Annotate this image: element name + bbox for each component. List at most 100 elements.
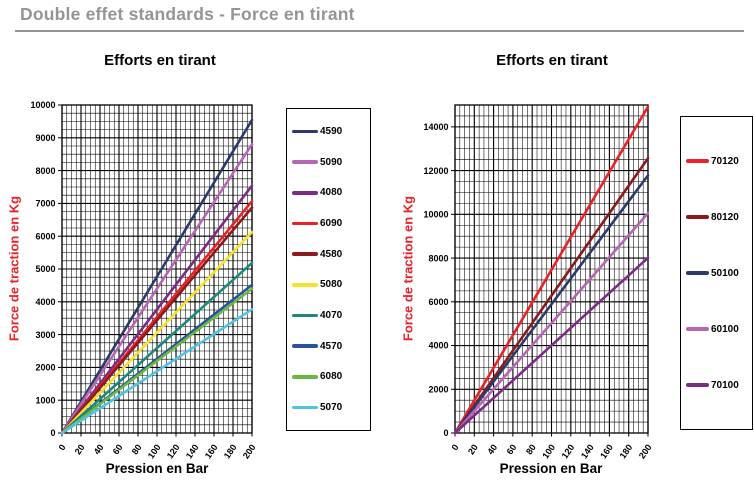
legend-item-4080: 4080: [287, 187, 370, 198]
svg-text:6000: 6000: [428, 297, 448, 307]
series-line-4070: [60, 261, 254, 435]
title-divider: [15, 30, 744, 32]
legend-item-5090: 5090: [287, 157, 370, 168]
svg-text:40: 40: [92, 442, 106, 456]
legend-item-60100: 60100: [681, 324, 752, 335]
legend-item-4580: 4580: [287, 249, 370, 260]
svg-text:2000: 2000: [428, 384, 448, 394]
left-chart-title: Efforts en tirant: [104, 52, 216, 69]
legend-item-4570: 4570: [287, 341, 370, 352]
svg-text:120: 120: [560, 442, 577, 460]
series-line-4580: [60, 206, 254, 435]
legend-item-70100: 70100: [681, 380, 752, 391]
legend-swatch-4080: [292, 190, 318, 195]
legend-swatch-6080: [292, 375, 318, 379]
right-chart-plot: 0 2000 4000 6000 8000 10000 12000 14000 0 20 40 60 8…: [423, 104, 654, 460]
left-chart-legend: 4590 5090 4080 6090 4580 5080 4070 4570 6080 5070: [286, 108, 371, 431]
legend-swatch-4070: [292, 313, 318, 318]
series-line-6080: [60, 287, 254, 435]
svg-text:100: 100: [540, 442, 557, 460]
svg-text:140: 140: [579, 442, 596, 460]
legend-label: 5080: [320, 279, 343, 291]
x-tick-labels: 0 20 40 60 80 100 120 140 160 180 200: [57, 442, 258, 460]
series-line-5080: [60, 230, 254, 435]
legend-item-80120: 80120: [681, 212, 752, 223]
right-chart-x-axis-label: Pression en Bar: [499, 461, 603, 476]
legend-label: 80120: [711, 211, 739, 223]
series-line-70100: [453, 256, 650, 435]
legend-item-70120: 70120: [681, 156, 752, 167]
series-line-4590: [60, 118, 254, 435]
svg-text:8000: 8000: [35, 166, 55, 176]
legend-label: 4580: [320, 248, 343, 260]
svg-text:7000: 7000: [35, 199, 55, 209]
series-line-5090: [60, 143, 254, 435]
svg-text:5000: 5000: [35, 264, 55, 274]
legend-swatch-4570: [292, 344, 318, 348]
svg-text:80: 80: [524, 442, 538, 456]
legend-swatch-6090: [292, 221, 318, 226]
legend-label: 5070: [320, 402, 343, 414]
right-chart-title: Efforts en tirant: [496, 52, 608, 69]
svg-text:12000: 12000: [423, 166, 448, 176]
legend-item-5070: 5070: [287, 402, 370, 413]
svg-text:0: 0: [450, 442, 461, 452]
svg-text:200: 200: [637, 442, 654, 460]
legend-swatch-4580: [292, 252, 318, 256]
svg-text:4000: 4000: [428, 341, 448, 351]
legend-item-6090: 6090: [287, 218, 370, 229]
legend-item-4590: 4590: [287, 126, 370, 137]
legend-swatch-50100: [686, 271, 709, 275]
legend-item-50100: 50100: [681, 268, 752, 279]
left-chart-x-axis-label: Pression en Bar: [105, 461, 209, 476]
right-chart-legend: 70120 80120 50100 60100 70100: [680, 116, 753, 430]
svg-text:10000: 10000: [30, 100, 55, 110]
svg-text:20: 20: [73, 442, 87, 456]
svg-text:20: 20: [466, 442, 480, 456]
series-line-70120: [453, 105, 650, 435]
svg-text:0: 0: [57, 442, 68, 452]
svg-text:10000: 10000: [423, 210, 448, 220]
legend-label: 70120: [711, 155, 739, 167]
y-tick-labels: 0 1000 2000 3000 4000 5000 6000 7000 8000 9000 100…: [30, 100, 55, 438]
legend-item-4070: 4070: [287, 310, 370, 321]
series-line-5070: [60, 308, 254, 435]
svg-text:4000: 4000: [35, 297, 55, 307]
svg-text:40: 40: [485, 442, 499, 456]
svg-text:8000: 8000: [428, 253, 448, 263]
legend-label: 4590: [320, 125, 343, 137]
svg-text:60: 60: [505, 442, 519, 456]
svg-text:2000: 2000: [35, 363, 55, 373]
svg-text:60: 60: [111, 442, 125, 456]
svg-text:3000: 3000: [35, 330, 55, 340]
svg-text:0: 0: [50, 428, 55, 438]
legend-label: 50100: [711, 267, 739, 279]
legend-label: 4570: [320, 340, 343, 352]
legend-label: 6080: [320, 371, 343, 383]
y-tick-labels: 0 2000 4000 6000 8000 10000 12000 14000: [423, 122, 448, 438]
svg-text:140: 140: [184, 442, 201, 460]
svg-text:160: 160: [598, 442, 615, 460]
svg-text:100: 100: [146, 442, 163, 460]
svg-text:80: 80: [130, 442, 144, 456]
svg-text:120: 120: [165, 442, 182, 460]
legend-swatch-70120: [686, 159, 709, 163]
svg-text:200: 200: [241, 442, 258, 460]
svg-text:6000: 6000: [35, 231, 55, 241]
left-chart-y-axis-label: Force de traction en Kg: [6, 195, 22, 342]
svg-text:180: 180: [222, 442, 239, 460]
series-lines: [453, 105, 650, 435]
svg-text:160: 160: [203, 442, 220, 460]
legend-label: 6090: [320, 217, 343, 229]
legend-swatch-80120: [686, 215, 709, 219]
legend-swatch-5090: [292, 160, 318, 164]
svg-text:9000: 9000: [35, 133, 55, 143]
legend-item-5080: 5080: [287, 279, 370, 290]
series-line-50100: [453, 174, 650, 435]
legend-swatch-5080: [292, 282, 318, 287]
legend-label: 4070: [320, 309, 343, 321]
page-title: Double effet standards - Force en tirant: [20, 4, 355, 24]
axis-ticks: [451, 126, 649, 437]
legend-swatch-4590: [292, 129, 318, 134]
series-line-4080: [60, 184, 254, 435]
